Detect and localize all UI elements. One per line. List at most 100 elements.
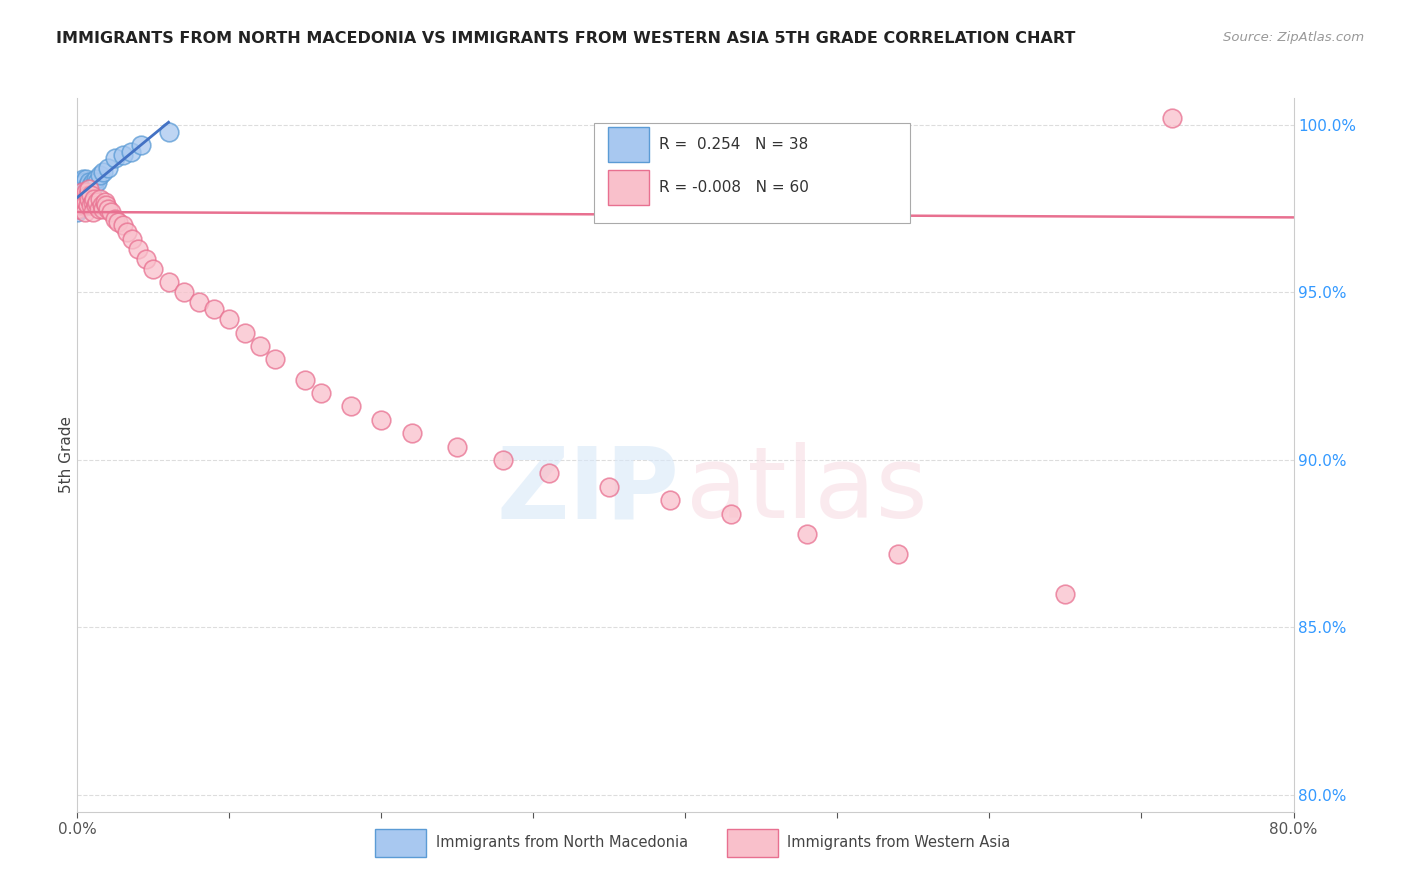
Point bbox=[135, 252, 157, 266]
Point bbox=[1054, 587, 1077, 601]
Point bbox=[67, 192, 90, 206]
Point bbox=[72, 171, 94, 186]
Point bbox=[107, 215, 129, 229]
Point bbox=[72, 192, 94, 206]
Point bbox=[796, 526, 818, 541]
Point bbox=[75, 185, 97, 199]
Point bbox=[66, 185, 89, 199]
Point bbox=[82, 175, 104, 189]
Point bbox=[80, 178, 103, 193]
Point bbox=[100, 205, 122, 219]
Point bbox=[1161, 112, 1184, 126]
Point bbox=[80, 188, 103, 202]
Point bbox=[83, 178, 105, 193]
Point bbox=[659, 493, 682, 508]
Point bbox=[89, 192, 111, 206]
Point bbox=[86, 175, 108, 189]
Point bbox=[294, 372, 316, 386]
Point bbox=[127, 242, 149, 256]
Point bbox=[86, 194, 108, 209]
Text: R =  0.254   N = 38: R = 0.254 N = 38 bbox=[658, 137, 808, 152]
Point bbox=[173, 285, 195, 300]
Point bbox=[129, 138, 152, 153]
Point bbox=[104, 211, 127, 226]
Point bbox=[80, 188, 103, 202]
Point bbox=[142, 262, 165, 277]
Point bbox=[70, 188, 93, 202]
Point bbox=[249, 339, 271, 353]
Point bbox=[117, 225, 139, 239]
Text: Source: ZipAtlas.com: Source: ZipAtlas.com bbox=[1223, 31, 1364, 45]
Point bbox=[70, 194, 93, 209]
FancyBboxPatch shape bbox=[607, 127, 650, 162]
Point bbox=[97, 202, 120, 216]
Point bbox=[111, 148, 134, 162]
Point bbox=[67, 198, 90, 212]
Point bbox=[69, 192, 91, 206]
Point bbox=[66, 194, 89, 209]
FancyBboxPatch shape bbox=[595, 123, 911, 223]
Point bbox=[79, 175, 101, 189]
Point bbox=[84, 198, 107, 212]
Point bbox=[720, 507, 742, 521]
Point bbox=[79, 181, 101, 195]
Point bbox=[70, 185, 93, 199]
Point bbox=[83, 192, 105, 206]
Text: atlas: atlas bbox=[686, 442, 928, 539]
Point bbox=[69, 198, 91, 212]
Point bbox=[401, 426, 423, 441]
Point bbox=[75, 185, 97, 199]
Point bbox=[233, 326, 256, 340]
Point bbox=[97, 161, 120, 176]
Text: R = -0.008   N = 60: R = -0.008 N = 60 bbox=[658, 180, 808, 194]
Point bbox=[84, 171, 107, 186]
Point bbox=[188, 295, 211, 310]
Point bbox=[91, 202, 114, 216]
Point bbox=[492, 453, 515, 467]
Point bbox=[90, 198, 112, 212]
Point bbox=[77, 188, 100, 202]
Point bbox=[82, 194, 104, 209]
Point bbox=[73, 198, 96, 212]
Point bbox=[309, 386, 332, 401]
Point bbox=[80, 198, 103, 212]
Point bbox=[93, 194, 115, 209]
Point bbox=[75, 194, 97, 209]
Point bbox=[91, 165, 114, 179]
Point bbox=[70, 198, 93, 212]
Point bbox=[89, 168, 111, 182]
Point bbox=[70, 175, 93, 189]
Text: Immigrants from North Macedonia: Immigrants from North Macedonia bbox=[436, 836, 688, 850]
Point bbox=[218, 312, 240, 326]
Point bbox=[72, 185, 94, 199]
Point bbox=[598, 480, 620, 494]
Point bbox=[66, 202, 89, 216]
Point bbox=[96, 198, 118, 212]
Point bbox=[75, 171, 97, 186]
Point bbox=[73, 188, 96, 202]
Point bbox=[79, 185, 101, 199]
Point bbox=[67, 175, 90, 189]
Point bbox=[67, 188, 90, 202]
Point bbox=[77, 188, 100, 202]
Point bbox=[73, 205, 96, 219]
Point bbox=[73, 175, 96, 189]
Point bbox=[111, 219, 134, 233]
Point bbox=[77, 178, 100, 193]
Text: IMMIGRANTS FROM NORTH MACEDONIA VS IMMIGRANTS FROM WESTERN ASIA 5TH GRADE CORREL: IMMIGRANTS FROM NORTH MACEDONIA VS IMMIG… bbox=[56, 31, 1076, 46]
Point bbox=[121, 232, 143, 246]
Point bbox=[120, 145, 142, 159]
Point bbox=[537, 467, 560, 481]
Point bbox=[69, 178, 91, 193]
Text: Immigrants from Western Asia: Immigrants from Western Asia bbox=[787, 836, 1011, 850]
Point bbox=[75, 194, 97, 209]
Point bbox=[77, 198, 100, 212]
Point bbox=[202, 302, 225, 317]
Point bbox=[157, 125, 180, 139]
Point bbox=[446, 440, 468, 454]
Point bbox=[370, 413, 392, 427]
Point bbox=[887, 547, 910, 561]
Point bbox=[72, 194, 94, 209]
Point bbox=[157, 276, 180, 290]
FancyBboxPatch shape bbox=[607, 169, 650, 205]
